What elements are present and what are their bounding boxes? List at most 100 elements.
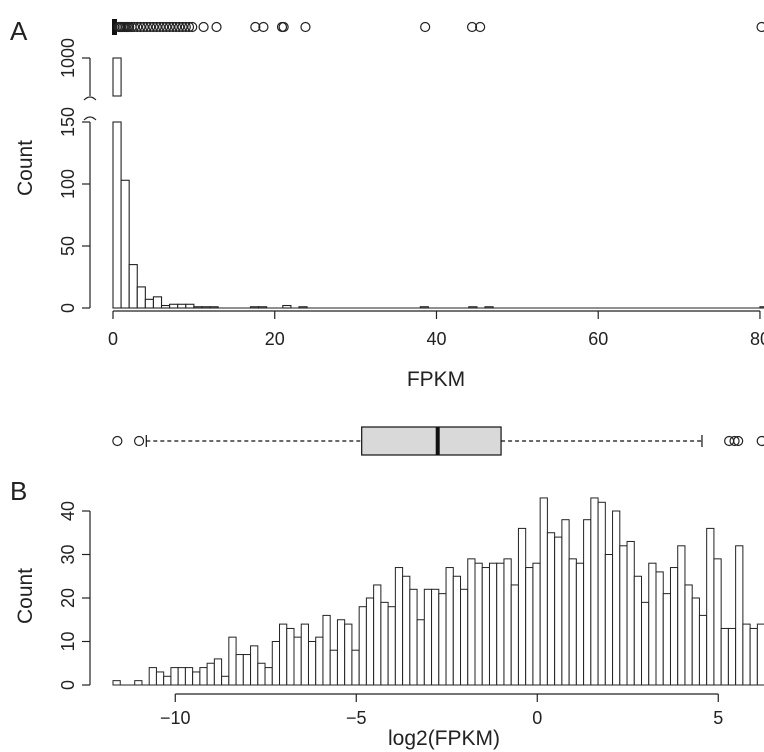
- panel-b-outlier-point: [133, 435, 145, 447]
- panel-b-bar: [221, 675, 230, 686]
- panel-b-bar: [503, 558, 512, 686]
- panel-a-outlier-point: [258, 21, 269, 33]
- panel-b-bar: [431, 588, 440, 686]
- panel-a-x-tick-label: 0: [108, 329, 118, 349]
- panel-b-x-tick-label: −5: [346, 708, 367, 728]
- panel-b-outlier-point: [733, 435, 744, 447]
- panel-a-outlier-point: [475, 21, 486, 33]
- panel-b-bar: [228, 636, 237, 686]
- panel-b-bar: [163, 675, 172, 686]
- panel-a-outlier-point: [164, 21, 175, 33]
- panel-b-bar: [583, 519, 592, 686]
- panel-a-outlier-point: [420, 21, 431, 33]
- panel-a-outlier-point: [180, 21, 191, 33]
- panel-a-x-tick-label: 20: [265, 329, 285, 349]
- panel-b-bar: [655, 571, 664, 686]
- panel-b-bar: [199, 667, 208, 686]
- panel-b-bar: [336, 619, 346, 686]
- panel-b-bar: [351, 649, 360, 686]
- panel-a-y-ticks: 0 50 100 150 1000: [58, 38, 90, 313]
- panel-a-outlier-point: [124, 21, 135, 33]
- panel-b-histogram: B −10 −5 0 5 0 10 20 30 40 log2(FPKM) Count: [10, 426, 764, 750]
- panel-b-bar: [206, 662, 215, 686]
- panel-a-y-label: Count: [14, 140, 37, 196]
- panel-a-bar: [112, 121, 122, 309]
- panel-a-y-tick-label: 1000: [58, 38, 78, 78]
- panel-b-bar: [112, 680, 121, 686]
- panel-a-outlier-point: [211, 21, 222, 33]
- panel-a-outlier-point: [161, 21, 172, 33]
- panel-b-x-label: log2(FPKM): [388, 727, 500, 750]
- panel-b-bar: [307, 641, 317, 686]
- panel-b-y-tick-label: 40: [58, 501, 78, 521]
- panel-a-outliers: [113, 21, 764, 33]
- panel-a-outlier-point: [177, 21, 188, 33]
- panel-a-x-label: FPKM: [407, 368, 465, 391]
- panel-b-bar: [590, 497, 599, 686]
- panel-b-bar: [192, 671, 201, 686]
- panel-b-bar: [394, 567, 404, 686]
- panel-b-bar: [684, 584, 693, 686]
- panel-a-outlier-point: [132, 21, 143, 33]
- panel-b-bar: [691, 597, 700, 686]
- panel-b-bar: [213, 658, 223, 686]
- panel-b-bar: [735, 545, 744, 686]
- panel-b-bar: [597, 501, 606, 686]
- panel-a-y-tick-label: 50: [58, 236, 78, 256]
- panel-b-bar: [365, 597, 375, 686]
- panel-b-y-tick-label: 0: [58, 680, 78, 690]
- panel-b-bar: [344, 623, 353, 686]
- panel-b-outlier-point: [112, 435, 123, 447]
- panel-b-bar: [612, 510, 621, 686]
- panel-b-bar: [554, 536, 563, 686]
- panel-b-bar: [648, 562, 657, 686]
- panel-a-y-tick-label: 150: [58, 107, 78, 137]
- panel-b-x-tick-label: 0: [532, 708, 542, 728]
- panel-a-bar: [185, 303, 195, 309]
- panel-b-bar: [720, 627, 729, 686]
- panel-a-outlier-point: [145, 21, 156, 33]
- panel-b-x-tick-label: −10: [160, 708, 191, 728]
- panel-b-x-tick-label: 5: [713, 708, 723, 728]
- panel-b-bars: [112, 497, 764, 686]
- panel-a-y-tick-label: 0: [58, 303, 78, 313]
- panel-b-bar: [742, 623, 751, 686]
- panel-b-bar: [467, 558, 476, 686]
- panel-b-bar: [409, 588, 418, 686]
- panel-b-bar: [300, 623, 309, 686]
- panel-b-outlier-point: [756, 435, 764, 447]
- panel-a-label: A: [10, 16, 28, 46]
- panel-b-bar: [561, 519, 570, 686]
- panel-b-bar: [416, 619, 425, 686]
- panel-a-x-tick-label: 40: [426, 329, 446, 349]
- panel-b-bar: [358, 606, 367, 686]
- panel-b-bar: [474, 562, 483, 686]
- panel-b-bar: [568, 558, 577, 686]
- panel-b-bar: [373, 584, 382, 686]
- panel-b-outliers: [112, 435, 764, 447]
- panel-b-bar: [271, 641, 281, 686]
- panel-b-bar: [539, 497, 548, 686]
- panel-b-bar: [633, 575, 643, 686]
- panel-b-y-label: Count: [14, 568, 37, 624]
- panel-a-outlier-point: [170, 21, 182, 33]
- panel-b-bar: [604, 554, 614, 686]
- panel-b-y-tick-label: 20: [58, 588, 78, 608]
- panel-a-outlier-point: [128, 21, 140, 33]
- panel-a-outlier-point: [154, 21, 166, 33]
- panel-a-outlier-point: [300, 21, 311, 33]
- panel-a-outlier-point: [278, 21, 289, 33]
- panel-a-boxplot: [112, 19, 764, 35]
- panel-b-bar: [155, 671, 165, 686]
- panel-b-bar: [257, 662, 266, 686]
- panel-a-x-ticks: 0 20 40 60 80: [108, 311, 764, 349]
- panel-a-outlier-point: [138, 21, 149, 33]
- panel-a-bar: [152, 296, 163, 309]
- panel-a-outlier-point: [135, 21, 146, 33]
- panel-a-outlier-point: [183, 21, 195, 33]
- panel-b-bar: [641, 601, 650, 686]
- panel-b-bar: [713, 558, 722, 686]
- panel-a-axes: [83, 58, 760, 312]
- panel-b-bar: [315, 636, 324, 686]
- panel-b-bar: [496, 562, 505, 686]
